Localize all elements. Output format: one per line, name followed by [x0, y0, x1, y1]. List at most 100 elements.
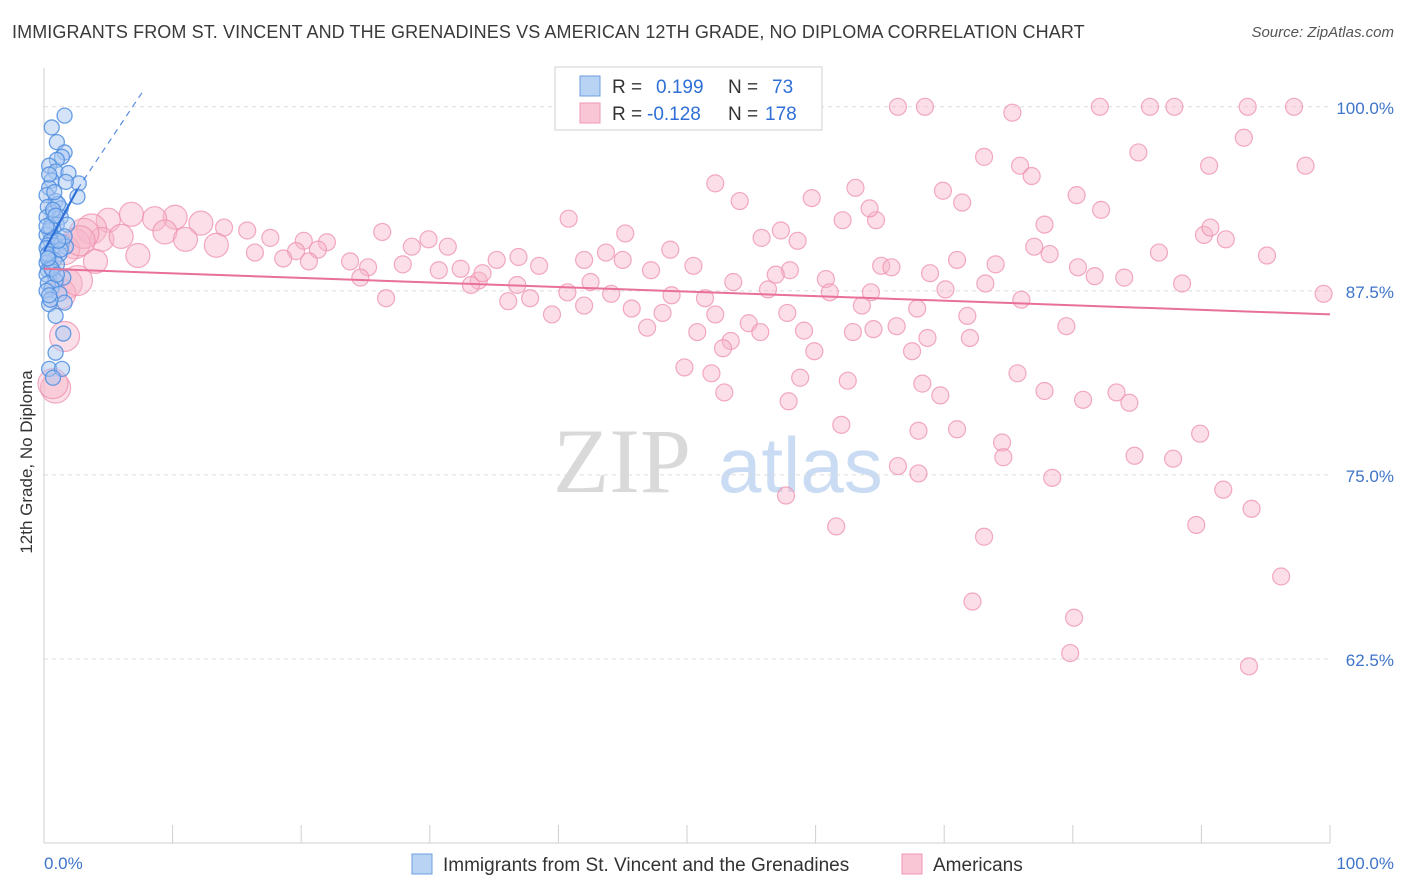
immigrants-point	[44, 369, 62, 386]
americans-point	[909, 464, 928, 483]
americans-point	[1025, 237, 1044, 256]
americans-point	[1239, 657, 1259, 676]
americans-point	[778, 303, 797, 323]
americans-point	[299, 252, 319, 271]
x-tick-max: 100.0%	[1336, 854, 1394, 873]
americans-point	[188, 210, 214, 236]
americans-point	[724, 272, 743, 292]
americans-point	[1214, 480, 1233, 499]
americans-point	[1173, 274, 1192, 293]
immigrants-point	[48, 266, 66, 283]
americans-point	[559, 209, 578, 228]
americans-point	[780, 261, 799, 280]
americans-point	[953, 193, 972, 212]
americans-point	[776, 486, 796, 505]
americans-point	[376, 289, 396, 308]
americans-point	[860, 199, 879, 218]
americans-point	[864, 320, 883, 339]
immigrants-point	[46, 184, 63, 201]
americans-point	[779, 392, 798, 411]
americans-point	[152, 219, 178, 245]
americans-point	[172, 226, 199, 252]
americans-point	[274, 249, 293, 268]
immigrants-trend-line	[43, 188, 79, 252]
americans-point	[1120, 393, 1139, 412]
americans-point	[992, 433, 1012, 452]
bottom-legend-pink-swatch	[901, 853, 923, 875]
americans-point	[766, 265, 785, 284]
americans-point	[1085, 267, 1104, 286]
americans-point	[393, 255, 412, 274]
americans-point	[913, 374, 932, 393]
americans-point	[675, 358, 694, 377]
legend-blue-r-value: 0.199	[656, 77, 704, 98]
americans-point	[960, 328, 980, 348]
americans-point	[1296, 156, 1315, 175]
legend-pink-r-value: -0.128	[647, 104, 701, 125]
watermark-zip: ZIP	[553, 410, 691, 512]
legend-pink-swatch	[579, 102, 601, 124]
americans-point	[920, 264, 940, 283]
americans-point	[887, 317, 906, 336]
americans-point	[575, 250, 594, 270]
americans-point	[1115, 268, 1134, 287]
legend-blue-swatch	[579, 75, 601, 97]
americans-point	[1272, 567, 1291, 586]
americans-point	[373, 222, 392, 242]
americans-point	[888, 456, 908, 476]
americans-point	[203, 232, 229, 258]
americans-point	[902, 342, 922, 361]
americans-point	[245, 243, 265, 262]
americans-point	[1022, 166, 1041, 186]
americans-point	[805, 342, 824, 361]
americans-point	[827, 517, 846, 536]
americans-point	[832, 415, 851, 434]
immigrants-point	[43, 119, 60, 136]
americans-point	[641, 261, 661, 280]
americans-point	[542, 305, 562, 324]
americans-point	[730, 191, 749, 211]
americans-point	[473, 264, 492, 283]
americans-point	[986, 255, 1005, 274]
americans-point	[974, 527, 994, 546]
americans-point	[1129, 143, 1148, 162]
y-tick-label: 75.0%	[1346, 467, 1394, 486]
americans-point	[1284, 97, 1304, 116]
americans-point	[1090, 97, 1109, 116]
americans-point	[994, 448, 1013, 467]
americans-point	[622, 299, 641, 318]
americans-point	[791, 368, 810, 387]
americans-point	[852, 296, 871, 315]
americans-point	[118, 201, 145, 227]
americans-point	[684, 256, 703, 275]
americans-point	[788, 231, 807, 250]
americans-point	[931, 386, 950, 405]
y-tick-label: 62.5%	[1346, 651, 1394, 670]
immigrants-point	[39, 250, 57, 267]
americans-point	[833, 211, 852, 230]
americans-point	[125, 242, 151, 269]
americans-point	[1064, 608, 1084, 627]
americans-point	[751, 322, 770, 342]
americans-point	[653, 303, 672, 323]
americans-point	[908, 299, 927, 318]
americans-point	[963, 592, 982, 611]
americans-point	[888, 97, 908, 116]
americans-point	[1010, 156, 1030, 175]
americans-point	[1073, 390, 1093, 409]
immigrants-point	[57, 173, 75, 191]
americans-point	[1149, 243, 1169, 262]
americans-point	[1067, 186, 1086, 205]
americans-trend-line	[43, 267, 1331, 316]
americans-point	[1187, 515, 1206, 535]
americans-point	[713, 339, 733, 358]
trend-lines	[43, 88, 1331, 316]
immigrants-point	[47, 344, 64, 361]
americans-point	[688, 322, 707, 342]
watermark-atlas: atlas	[718, 421, 883, 509]
americans-point	[402, 237, 421, 256]
americans-point	[794, 321, 814, 340]
immigrants-point	[56, 294, 73, 311]
legend-pink-n-label: N =	[728, 104, 758, 125]
americans-point	[838, 371, 857, 390]
